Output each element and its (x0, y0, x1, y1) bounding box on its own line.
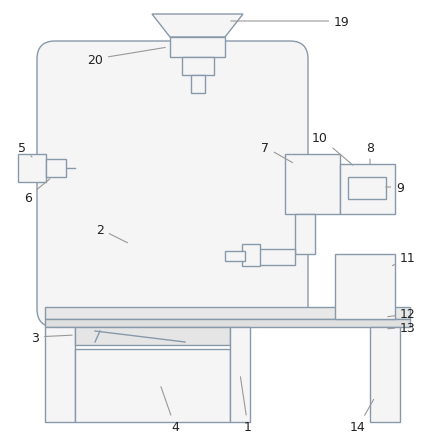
Bar (75, 349, 230, 422)
FancyBboxPatch shape (37, 42, 308, 327)
Text: 12: 12 (388, 308, 416, 321)
Text: 4: 4 (161, 387, 179, 434)
Text: 2: 2 (96, 223, 128, 243)
Bar (285, 155, 340, 215)
Bar (182, 58, 214, 76)
Bar (295, 215, 315, 254)
Bar (370, 327, 400, 422)
Text: 11: 11 (392, 251, 416, 266)
Bar (46, 159, 66, 177)
Bar (191, 76, 205, 94)
Bar (45, 327, 75, 422)
Bar (75, 327, 230, 345)
Text: 13: 13 (388, 321, 416, 334)
Bar (348, 177, 386, 200)
Text: 8: 8 (366, 141, 374, 165)
Bar (18, 155, 46, 183)
Bar (45, 307, 410, 319)
Polygon shape (152, 15, 243, 38)
Bar (225, 251, 245, 261)
Text: 5: 5 (18, 141, 32, 158)
Text: 19: 19 (231, 15, 350, 28)
Bar (335, 254, 395, 319)
Bar (230, 327, 250, 422)
Text: 9: 9 (386, 181, 404, 194)
Text: 1: 1 (241, 377, 252, 434)
Text: 20: 20 (87, 48, 165, 66)
Text: 14: 14 (350, 399, 374, 434)
Text: 7: 7 (261, 141, 293, 163)
Text: 3: 3 (31, 331, 72, 344)
Bar (170, 38, 225, 58)
Bar (252, 249, 295, 265)
Text: 6: 6 (24, 180, 50, 204)
Bar (242, 244, 260, 266)
Bar (340, 165, 395, 215)
Text: 10: 10 (312, 131, 353, 166)
Bar (45, 319, 410, 327)
